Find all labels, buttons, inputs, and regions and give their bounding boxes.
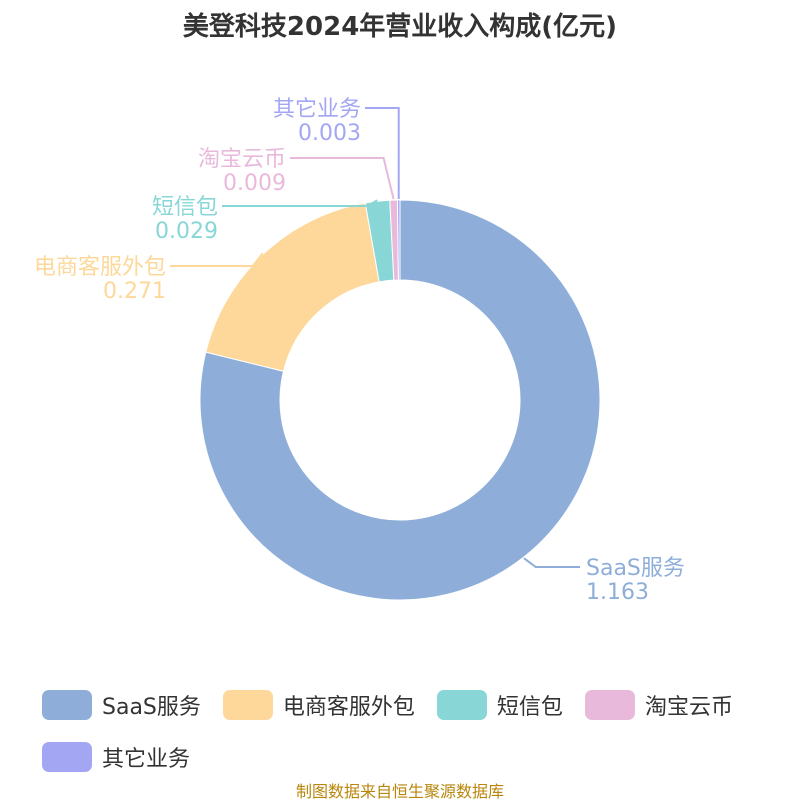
slice-saas[interactable] <box>199 199 601 601</box>
legend-item-taobao-coin[interactable]: 淘宝云币 <box>584 688 733 722</box>
leader-line-taobao-coin <box>290 157 395 200</box>
slice-ecommerce-outsourcing[interactable] <box>205 202 380 372</box>
legend-label: 淘宝云币 <box>644 695 733 720</box>
slice-value-taobao-coin: 0.009 <box>223 171 286 196</box>
leader-line-sms-package <box>222 199 378 207</box>
chart-title: 美登科技2024年营业收入构成(亿元) <box>182 12 618 42</box>
slice-label-taobao-coin: 淘宝云币 <box>198 147 286 172</box>
legend-item-other[interactable]: 其它业务 <box>42 740 190 774</box>
legend-label: SaaS服务 <box>102 695 201 720</box>
legend-label: 电商客服外包 <box>282 695 415 720</box>
slice-other[interactable] <box>396 199 401 281</box>
legend-swatch <box>222 690 273 720</box>
legend-item-saas[interactable]: SaaS服务 <box>42 688 201 722</box>
slice-value-other: 0.003 <box>298 121 361 146</box>
legend-swatch <box>42 742 92 772</box>
chart-legend: SaaS服务 电商客服外包 短信包 淘宝云币其它业务 <box>42 688 772 774</box>
legend-item-sms-package[interactable]: 短信包 <box>436 688 563 722</box>
legend-swatch <box>436 690 487 720</box>
slice-label-ecommerce-outsourcing: 电商客服外包 <box>34 255 166 280</box>
slice-label-other: 其它业务 <box>273 97 361 122</box>
leader-line-other <box>365 107 400 200</box>
leader-line-ecommerce-outsourcing <box>170 252 264 267</box>
legend-item-ecommerce-outsourcing[interactable]: 电商客服外包 <box>222 688 415 722</box>
slice-value-sms-package: 0.029 <box>155 219 218 244</box>
slice-label-sms-package: 短信包 <box>152 195 218 220</box>
legend-swatch <box>42 690 92 720</box>
data-source-note: 制图数据来自恒生聚源数据库 <box>295 782 504 801</box>
legend-label: 其它业务 <box>102 747 191 772</box>
slice-value-saas: 1.163 <box>586 580 649 605</box>
slice-label-saas: SaaS服务 <box>586 556 685 581</box>
legend-swatch <box>584 690 635 720</box>
leader-line-saas <box>523 557 580 568</box>
legend-label: 短信包 <box>496 695 563 720</box>
slice-value-ecommerce-outsourcing: 0.271 <box>103 279 166 304</box>
